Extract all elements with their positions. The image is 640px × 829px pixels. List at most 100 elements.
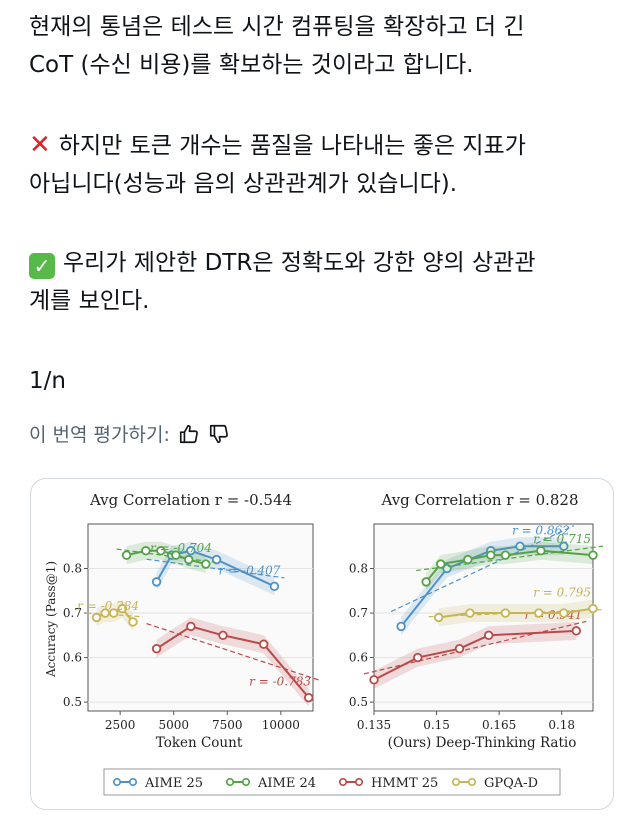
- tweet-intro-line-1: 현재의 통념은 테스트 시간 컴퓨팅을 확장하고 더 긴: [29, 14, 525, 40]
- data-point: [156, 546, 166, 556]
- tweet-con-line-1: 하지만 토큰 개수는 품질을 나타내는 좋은 지표가: [58, 133, 526, 159]
- translation-rating-label: 이 번역 평가하기:: [29, 424, 170, 446]
- data-point: [269, 581, 280, 592]
- data-point: [436, 559, 446, 569]
- legend-marker: [129, 777, 138, 786]
- tweet-intro-line-2: CoT (수신 비용)를 확보하는 것이라고 합니다.: [29, 52, 474, 78]
- correlation-annotation: r = -0.704: [150, 541, 212, 555]
- x-tick-label: 0.135: [357, 718, 391, 732]
- correlation-annotation: r = 0.862: [512, 523, 570, 537]
- data-point: [413, 652, 423, 663]
- legend-label: HMMT 25: [371, 776, 438, 791]
- x-tick-label: 2500: [105, 718, 136, 732]
- chart-title: Avg Correlation r = -0.544: [89, 491, 292, 509]
- legend-label: AIME 24: [257, 776, 316, 791]
- correlation-figure[interactable]: Avg Correlation r = -0.544 Accuracy (Pas…: [30, 478, 614, 810]
- data-point: [184, 554, 194, 565]
- data-point: [151, 643, 162, 654]
- thumbs-up-icon[interactable]: [178, 423, 200, 445]
- data-point: [534, 608, 544, 618]
- data-point: [559, 541, 569, 551]
- confidence-band: [156, 541, 275, 596]
- legend-marker: [242, 777, 251, 786]
- chart-legend: AIME 25 AIME 24 HMMT 25 GPQA-D: [103, 768, 561, 796]
- x-tick-label: 7500: [212, 718, 243, 732]
- x-axis-label: (Ours) Deep-Thinking Ratio: [388, 735, 577, 751]
- data-point: [396, 621, 406, 632]
- trend-line: [146, 623, 319, 681]
- data-point: [515, 541, 525, 551]
- data-point: [211, 554, 222, 565]
- chart-title: Avg Correlation r = 0.828: [380, 491, 578, 509]
- data-point: [500, 608, 511, 618]
- x-tick-label: 10000: [262, 718, 300, 732]
- plot-area: [373, 523, 594, 712]
- legend-marker: [338, 777, 347, 786]
- correlation-annotation: r = -0.284: [77, 599, 139, 613]
- correlation-annotation: r = -0.407: [219, 563, 281, 577]
- correlation-annotation: r = 0.715: [533, 532, 591, 546]
- x-tick-label: 0.165: [482, 718, 516, 732]
- data-point: [141, 546, 151, 556]
- tweet-pro-line-2: 계를 보인다.: [29, 288, 150, 314]
- legend-marker: [451, 777, 460, 786]
- trend-line: [116, 548, 216, 564]
- thread-counter: 1/n: [29, 368, 66, 394]
- x-tick-label: 0.15: [423, 718, 450, 732]
- data-point: [218, 630, 228, 641]
- data-point: [463, 554, 473, 565]
- data-point: [465, 608, 475, 618]
- correlation-charts: Avg Correlation r = -0.544 Accuracy (Pas…: [44, 491, 604, 796]
- data-point: [536, 546, 546, 556]
- legend-marker: [467, 777, 476, 786]
- y-tick-label: 0.5: [63, 695, 82, 709]
- data-point: [171, 550, 181, 560]
- data-point: [571, 626, 582, 636]
- data-point: [259, 639, 269, 649]
- data-point: [421, 577, 431, 587]
- trend-line: [146, 558, 285, 579]
- translation-rating: 이 번역 평가하기:: [29, 420, 230, 447]
- data-point: [100, 608, 110, 618]
- y-tick-label: 0.7: [63, 606, 82, 620]
- confidence-band: [426, 541, 593, 591]
- data-point: [486, 550, 496, 560]
- y-tick-label: 0.8: [63, 562, 82, 576]
- y-axis-label: Accuracy (Pass@1): [44, 561, 58, 678]
- data-point: [91, 612, 102, 623]
- tweet-con-line-2: 아닙니다(성능과 음의 상관관계가 있습니다).: [29, 171, 458, 197]
- data-point: [151, 577, 162, 587]
- token-count-panel: Avg Correlation r = -0.544 Accuracy (Pas…: [44, 491, 319, 751]
- data-point: [121, 550, 132, 560]
- y-tick-label: 0.7: [349, 606, 368, 620]
- data-point: [559, 608, 569, 618]
- legend-marker: [113, 777, 122, 786]
- data-point: [128, 617, 138, 627]
- data-point: [186, 546, 196, 556]
- tweet-pro-line-1: 우리가 제안한 DTR은 정확도와 강한 양의 상관관: [63, 250, 536, 276]
- data-point: [588, 550, 598, 560]
- legend-marker: [354, 777, 363, 786]
- y-tick-label: 0.6: [63, 651, 82, 665]
- y-tick-label: 0.8: [349, 562, 368, 576]
- legend-label: AIME 25: [144, 776, 203, 791]
- data-point: [433, 612, 444, 623]
- data-point: [109, 608, 119, 618]
- cross-mark-icon: ✕: [29, 130, 51, 160]
- data-point: [117, 603, 127, 614]
- confidence-band: [374, 621, 577, 689]
- data-point: [500, 550, 511, 560]
- trend-line: [363, 620, 587, 675]
- check-mark-button-icon: ✓: [29, 253, 55, 279]
- legend-label: GPQA-D: [484, 776, 538, 791]
- y-tick-label: 0.5: [349, 695, 368, 709]
- thumbs-down-icon[interactable]: [208, 423, 230, 445]
- series-line: [438, 607, 594, 619]
- data-point: [588, 603, 598, 614]
- y-tick-label: 0.6: [349, 651, 368, 665]
- data-point: [201, 559, 211, 569]
- correlation-annotation: r = -0.783: [249, 675, 311, 689]
- x-tick-label: 5000: [158, 718, 189, 732]
- deep-thinking-ratio-panel: Avg Correlation r = 0.828 (Ours) Deep-Th…: [349, 491, 604, 751]
- data-point: [186, 621, 196, 632]
